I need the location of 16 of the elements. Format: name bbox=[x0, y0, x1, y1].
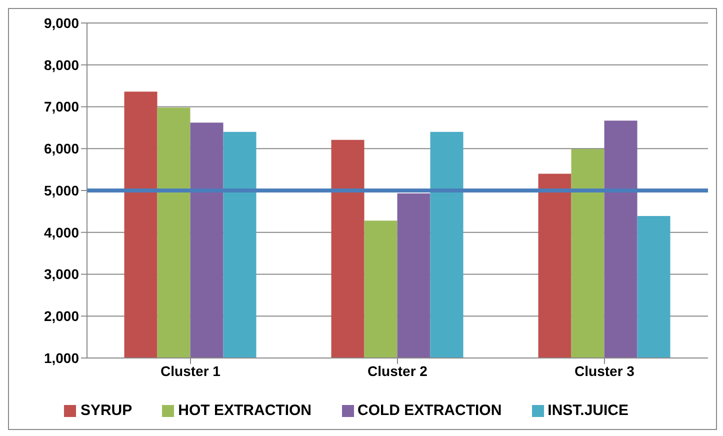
legend-label: INST.JUICE bbox=[548, 402, 629, 419]
x-tick-label: Cluster 1 bbox=[160, 362, 221, 379]
y-tick-label: 1,000 bbox=[44, 350, 80, 366]
y-tick-label: 2,000 bbox=[44, 308, 80, 324]
y-tick-label: 4,000 bbox=[44, 224, 80, 240]
x-tick-label: Cluster 2 bbox=[368, 362, 428, 379]
y-tick-label: 8,000 bbox=[44, 56, 80, 73]
y-tick-label: 7,000 bbox=[44, 98, 80, 115]
legend-label: COLD EXTRACTION bbox=[358, 402, 502, 419]
x-tick-label: Cluster 3 bbox=[574, 362, 635, 379]
y-tick-label: 5,000 bbox=[44, 182, 80, 198]
y-tick-label: 6,000 bbox=[44, 140, 80, 157]
y-tick-label: 9,000 bbox=[44, 14, 80, 31]
legend-label: SYRUP bbox=[80, 402, 132, 419]
legend-label: HOT EXTRACTION bbox=[178, 402, 312, 419]
y-tick-label: 3,000 bbox=[44, 266, 80, 282]
